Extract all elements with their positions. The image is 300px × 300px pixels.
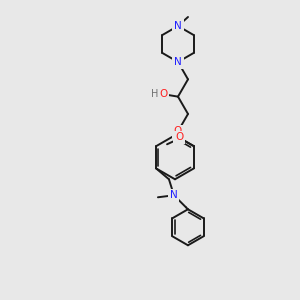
Text: O: O — [175, 132, 183, 142]
Text: O: O — [159, 88, 167, 99]
Text: N: N — [170, 190, 178, 200]
Text: H: H — [151, 88, 159, 99]
Text: N: N — [174, 21, 182, 31]
Text: N: N — [174, 57, 182, 67]
Text: O: O — [174, 126, 182, 136]
